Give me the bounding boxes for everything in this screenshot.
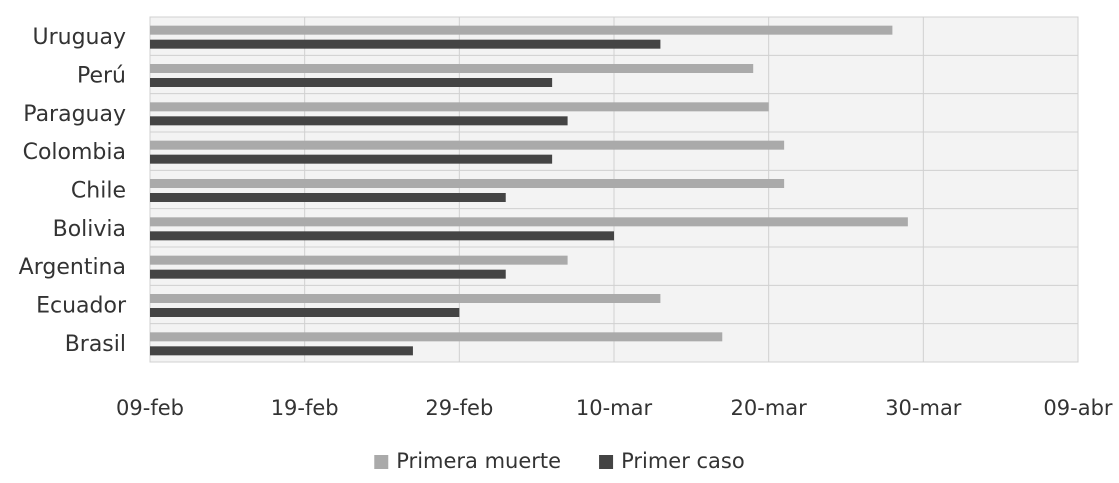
category-label: Uruguay bbox=[33, 25, 127, 50]
bar-primer-caso-paraguay bbox=[150, 116, 568, 126]
bar-primer-caso-brasil bbox=[150, 346, 413, 356]
category-label: Ecuador bbox=[36, 294, 127, 319]
legend: Primera muerte Primer caso bbox=[374, 449, 745, 473]
bars bbox=[150, 25, 908, 356]
x-tick-label: 09-abr bbox=[1043, 396, 1112, 420]
bar-primera-muerte-ecuador bbox=[150, 294, 661, 303]
category-label: Colombia bbox=[23, 140, 126, 165]
bar-primera-muerte-uruguay bbox=[150, 25, 893, 35]
legend-label: Primera muerte bbox=[396, 449, 561, 473]
bar-primera-muerte-argentina bbox=[150, 255, 568, 265]
x-tick-label: 10-mar bbox=[576, 396, 653, 420]
bar-primer-caso-argentina bbox=[150, 269, 506, 279]
category-label: Brasil bbox=[65, 332, 126, 357]
bar-primera-muerte-chile bbox=[150, 179, 785, 188]
legend-label: Primer caso bbox=[621, 449, 745, 473]
x-tick-label: 09-feb bbox=[116, 396, 184, 420]
x-tick-label: 19-feb bbox=[271, 396, 339, 420]
bar-primera-muerte-bolivia bbox=[150, 217, 908, 227]
legend-swatch bbox=[599, 455, 614, 469]
x-tick-label: 30-mar bbox=[885, 396, 962, 420]
category-label: Argentina bbox=[19, 255, 126, 280]
bar-primer-caso-chile bbox=[150, 193, 506, 202]
bar-primer-caso-colombia bbox=[150, 154, 553, 164]
x-axis-tick-labels: 09-feb 19-feb 29-feb 10-mar 20-mar 30-mar 09-a… bbox=[116, 396, 1113, 420]
legend-swatch bbox=[374, 455, 389, 469]
x-tick-label: 20-mar bbox=[731, 396, 808, 420]
bar-primer-caso-bolivia bbox=[150, 231, 614, 241]
gridlines bbox=[149, 16, 1079, 363]
bar-primera-muerte-perú bbox=[150, 64, 754, 73]
bar-primera-muerte-paraguay bbox=[150, 102, 769, 112]
category-label: Bolivia bbox=[53, 217, 126, 242]
category-label: Perú bbox=[77, 64, 126, 89]
x-tick-label: 29-feb bbox=[425, 396, 493, 420]
bar-primera-muerte-brasil bbox=[150, 332, 723, 342]
bar-primer-caso-perú bbox=[150, 78, 553, 87]
category-label: Paraguay bbox=[23, 102, 126, 127]
bar-primera-muerte-colombia bbox=[150, 140, 785, 150]
category-labels: Uruguay Perú Paraguay Colombia Chile Bolivia A… bbox=[19, 25, 127, 357]
bar-primer-caso-ecuador bbox=[150, 308, 460, 317]
category-label: Chile bbox=[71, 179, 126, 204]
bar-primer-caso-uruguay bbox=[150, 39, 661, 49]
